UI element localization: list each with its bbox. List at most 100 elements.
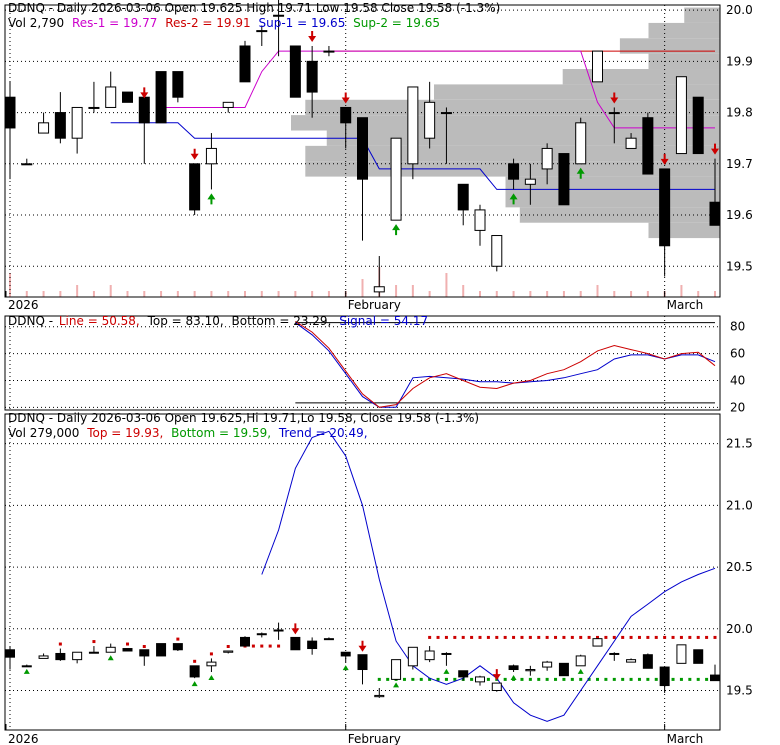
up-marker xyxy=(23,668,30,674)
up-marker xyxy=(208,674,215,680)
volume-bar xyxy=(193,291,196,297)
price-panel: 19.5 19.6 19.7 19.8 19.9 20.0 2026 February Marc… xyxy=(4,0,753,312)
bottom-dot xyxy=(570,677,574,681)
price-y-tick-label: 19.5 xyxy=(726,259,753,273)
top-dot xyxy=(562,635,566,639)
price-candle-body xyxy=(541,147,553,170)
volume-bar xyxy=(495,291,498,297)
price-candle-body xyxy=(524,178,536,185)
trend-candle-body xyxy=(626,659,637,663)
bottom-dot xyxy=(453,677,457,681)
sell-arrow xyxy=(341,92,350,104)
trend-candle-body xyxy=(290,636,301,651)
price-candle-body xyxy=(608,112,620,115)
price-candle-body xyxy=(4,96,16,129)
trend-candle-body xyxy=(357,654,368,671)
price-header-vol: Vol 2,790 xyxy=(8,16,64,30)
trend-candle-body xyxy=(340,651,351,657)
bottom-dot xyxy=(696,677,700,681)
volume-bar xyxy=(327,291,330,297)
price-candle-body xyxy=(474,209,486,231)
sell-arrow xyxy=(610,92,619,104)
bottom-dot xyxy=(637,677,641,681)
trend-candle-body xyxy=(374,694,385,698)
trend-candle-body xyxy=(558,662,569,677)
trend-panel: 19.5 20.0 20.5 21.0 21.5 2026 February March xyxy=(4,413,753,745)
signal-dot xyxy=(92,640,96,644)
top-dot xyxy=(596,635,599,639)
top-dot xyxy=(621,635,625,639)
price-candle-body xyxy=(575,122,587,165)
price-y-tick-label: 19.8 xyxy=(726,106,753,120)
volume-bar xyxy=(160,291,163,297)
price-panel-frame xyxy=(4,4,721,298)
bottom-dot xyxy=(579,677,583,681)
signal-dot xyxy=(209,652,213,656)
price-y-tick-label: 20.0 xyxy=(726,3,753,17)
price-candle-body xyxy=(709,201,721,226)
volume-bar xyxy=(596,285,599,297)
volume-profile-bar xyxy=(434,84,720,100)
osc-y-tick-label: 20 xyxy=(730,400,745,414)
osc-y-tick-label: 40 xyxy=(730,373,745,387)
volume-bar xyxy=(277,291,280,297)
top-dot xyxy=(520,635,524,639)
trend-candle-body xyxy=(38,655,49,659)
volume-bar xyxy=(680,285,683,297)
volume-bar xyxy=(579,291,582,297)
volume-profile-bar xyxy=(619,38,720,54)
volume-bar xyxy=(361,279,364,297)
top-dot xyxy=(436,635,440,639)
bottom-dot xyxy=(386,677,390,681)
volume-bar xyxy=(395,285,398,297)
trend-candle-body xyxy=(542,661,553,668)
res1-line xyxy=(161,50,715,129)
price-candle-body xyxy=(407,86,419,165)
sell-arrow xyxy=(140,87,149,99)
top-dot xyxy=(470,635,474,639)
trend-candle-body xyxy=(21,665,32,668)
bottom-dot xyxy=(528,677,532,681)
price-candle-body xyxy=(189,163,201,211)
up-marker xyxy=(191,681,198,687)
bottom-dot xyxy=(503,677,507,681)
volume-bar xyxy=(646,291,649,297)
price-header-title: DDNQ - Daily 2026-03-06 Open 19.625 High… xyxy=(8,1,500,15)
trend-candle-body xyxy=(525,669,536,672)
bottom-dot xyxy=(520,677,524,681)
volume-bar xyxy=(613,291,616,297)
bottom-dot xyxy=(444,677,448,681)
trend-candle-body xyxy=(156,643,167,657)
trend-candle-body xyxy=(55,652,66,661)
volume-bar xyxy=(260,291,263,297)
volume-bar xyxy=(25,291,28,297)
top-dot xyxy=(528,635,532,639)
volume-bar xyxy=(697,291,700,297)
trend-candle-body xyxy=(575,655,586,667)
price-candle-body xyxy=(323,50,335,53)
volume-bar xyxy=(462,285,465,297)
buy-arrow xyxy=(392,224,401,236)
volume-bar xyxy=(562,291,565,297)
price-candle-body xyxy=(642,117,654,175)
oscillator-header: DDNQ - Line = 50.58, Top = 83.10, Bottom… xyxy=(8,314,428,328)
trend-candle-body xyxy=(139,649,150,657)
volume-bar xyxy=(210,291,213,297)
price-candle-body xyxy=(256,30,268,33)
trend-candle-body xyxy=(323,638,334,641)
volume-bar xyxy=(630,291,633,297)
volume-profile-bar xyxy=(562,69,720,85)
volume-profile-bar xyxy=(648,53,720,70)
trend-candle-body xyxy=(491,682,502,691)
top-dot xyxy=(570,635,574,639)
x-tick-label: 2026 xyxy=(8,298,39,312)
bottom-dot xyxy=(621,677,625,681)
price-candle-body xyxy=(390,137,402,221)
x-tick-label: February xyxy=(348,732,401,745)
trend-candle-body xyxy=(172,643,183,651)
bottom-dot xyxy=(436,677,440,681)
osc-header-bottom: Bottom = 23.29, xyxy=(232,314,332,328)
price-candle-body xyxy=(357,117,368,180)
signal-line xyxy=(295,322,716,408)
